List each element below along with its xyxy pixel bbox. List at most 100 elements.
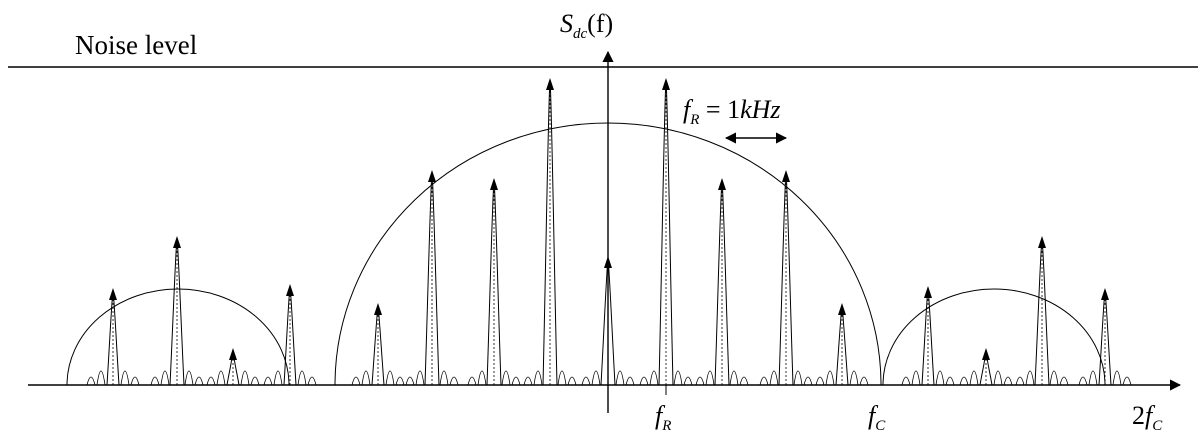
sidelobe-3-2 (206, 376, 216, 386)
tick-2fc-sub: C (1152, 418, 1163, 434)
sidelobe-15-2 (959, 376, 969, 386)
sidelobe-3-4 (250, 376, 260, 386)
sidelobe-12-3 (793, 370, 803, 386)
tick-fr-main: f (655, 401, 666, 430)
spectral-line-tip-10 (662, 78, 670, 90)
sidelobe-4-1 (273, 370, 283, 386)
spectral-line-tip-15 (982, 348, 990, 360)
y-axis-label-sub: dc (573, 26, 588, 42)
spectral-line-tip-2 (173, 236, 181, 248)
sidelobe-5-1 (361, 370, 371, 386)
sidelobe-1-4 (130, 376, 140, 386)
tick-fr-sub: R (661, 418, 671, 434)
sidelobe-11-1 (705, 370, 715, 386)
fr-note-main: f (683, 95, 694, 124)
sidelobe-9-3 (615, 370, 625, 386)
envelope-right-sideband (882, 288, 1106, 386)
spectral-lines (86, 78, 1132, 386)
sidelobe-12-1 (769, 370, 779, 386)
sidelobe-14-3 (935, 370, 945, 386)
sidelobe-10-1 (649, 370, 659, 386)
spectral-line-tip-8 (546, 78, 554, 90)
sidelobe-13-1 (825, 370, 835, 386)
sidelobe-8-4 (567, 376, 577, 386)
envelope-left-sideband (66, 288, 290, 386)
spectral-line-tip-3 (229, 348, 237, 360)
sidelobe-5-2 (351, 376, 361, 386)
sidelobe-15-1 (969, 370, 979, 386)
sidelobe-14-4 (945, 376, 955, 386)
sidelobe-6-1 (415, 370, 425, 386)
sidelobe-2-2 (150, 376, 160, 386)
sidelobe-6-3 (439, 370, 449, 386)
sidelobe-13-2 (815, 376, 825, 386)
sidelobe-15-3 (993, 370, 1003, 386)
sidelobe-5-4 (395, 376, 405, 386)
sidelobe-2-4 (194, 376, 204, 386)
sidelobe-17-1 (1088, 370, 1098, 386)
sidelobe-9-1 (591, 370, 601, 386)
tick-fc-main: f (868, 401, 879, 430)
tick-label-fc: fC (868, 401, 886, 434)
fr-spacing-label: fR = 1kHz (683, 95, 781, 128)
sidelobe-11-4 (739, 376, 749, 386)
tick-2fc-main: f (1145, 401, 1156, 430)
spectral-line-tip-4 (286, 284, 294, 296)
tick-2fc-coef: 2 (1132, 401, 1145, 430)
sidelobe-8-3 (557, 370, 567, 386)
sidelobe-6-2 (405, 376, 415, 386)
sidelobe-17-2 (1078, 376, 1088, 386)
tick-label-fr: fR (655, 401, 671, 434)
fr-note-eq: = 1 (699, 95, 740, 124)
sidelobe-10-2 (639, 376, 649, 386)
sidelobe-8-1 (533, 370, 543, 386)
sidelobe-17-3 (1112, 370, 1122, 386)
sidelobe-12-4 (803, 376, 813, 386)
sidelobe-3-3 (240, 370, 250, 386)
sidelobe-5-3 (385, 370, 395, 386)
sidelobe-11-2 (695, 376, 705, 386)
y-axis-label-arg: (f) (587, 9, 613, 38)
sidelobe-7-2 (467, 376, 477, 386)
sidelobe-4-3 (297, 370, 307, 386)
sidelobe-1-3 (120, 370, 130, 386)
spectral-line-tip-16 (1038, 236, 1046, 248)
sidelobe-12-2 (759, 376, 769, 386)
fr-note-sub: R (689, 112, 699, 128)
fr-note-unit: kHz (740, 95, 780, 124)
sidelobe-14-2 (901, 376, 911, 386)
spectral-line-11 (714, 179, 730, 386)
sidelobe-17-4 (1122, 376, 1132, 386)
sidelobe-7-4 (511, 376, 521, 386)
sidelobe-4-4 (307, 376, 317, 386)
sidelobe-9-2 (581, 376, 591, 386)
tick-label-2fc: 2fC (1132, 401, 1163, 434)
sidelobe-8-2 (523, 376, 533, 386)
sidelobe-1-2 (86, 376, 96, 386)
sidelobe-6-4 (449, 376, 459, 386)
spectral-line-tip-6 (428, 170, 436, 182)
sidelobe-3-1 (216, 370, 226, 386)
spectral-line-tip-12 (782, 170, 790, 182)
spectral-line-tip-11 (718, 178, 726, 190)
sidelobe-15-4 (1003, 376, 1013, 386)
envelope-center-band (334, 122, 882, 386)
sidelobe-13-4 (859, 376, 869, 386)
sidelobe-13-3 (849, 370, 859, 386)
sidelobe-16-4 (1059, 376, 1069, 386)
spectral-line-tip-5 (374, 303, 382, 315)
sidelobe-14-1 (911, 370, 921, 386)
sidelobe-4-2 (263, 376, 273, 386)
tick-fc-sub: C (875, 418, 886, 434)
sidelobe-16-3 (1049, 370, 1059, 386)
sidelobe-7-3 (501, 370, 511, 386)
spectral-envelopes (66, 122, 1106, 386)
noise-level-label: Noise level (75, 30, 197, 60)
sidelobe-1-1 (96, 370, 106, 386)
sidelobe-11-3 (729, 370, 739, 386)
sidelobe-7-1 (477, 370, 487, 386)
y-axis-label: Sdc(f) (560, 9, 613, 42)
spectral-line-tip-13 (838, 303, 846, 315)
spectral-line-tip-7 (490, 178, 498, 190)
